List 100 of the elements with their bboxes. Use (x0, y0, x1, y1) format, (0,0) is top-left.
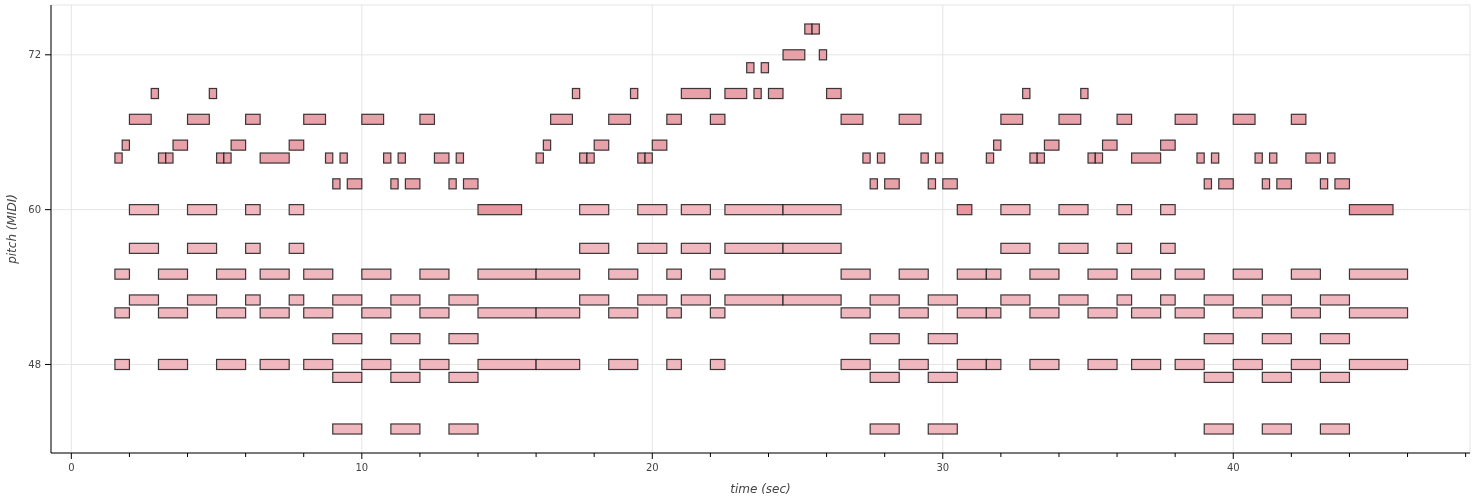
bar (157, 268, 189, 280)
bar (1290, 268, 1321, 280)
bar (128, 242, 160, 254)
bar (448, 333, 479, 345)
bar (1254, 152, 1263, 164)
bar (579, 204, 610, 216)
bar (1203, 423, 1234, 435)
bar (288, 204, 305, 216)
bar (1058, 204, 1089, 216)
bar (1029, 358, 1060, 371)
bar (1261, 423, 1292, 435)
bar (1130, 268, 1162, 280)
bar (1232, 358, 1263, 371)
bar (709, 358, 726, 371)
bar (1196, 152, 1205, 164)
bar (709, 268, 726, 280)
bar (1174, 268, 1205, 280)
bar (608, 268, 639, 280)
bar (448, 371, 479, 384)
bar (259, 268, 290, 280)
bar (1000, 242, 1031, 254)
bar (215, 358, 247, 371)
bar (390, 423, 421, 435)
bar (245, 242, 261, 254)
bar (332, 371, 363, 384)
bar (1000, 204, 1031, 216)
bar (1305, 152, 1321, 164)
bar (927, 423, 958, 435)
bar (1116, 204, 1133, 216)
x-tick-label: 20 (645, 462, 659, 473)
y-tick-label: 48 (28, 358, 41, 370)
bar (1327, 152, 1336, 164)
bar (1348, 204, 1394, 216)
bar (680, 204, 711, 216)
bar (114, 268, 131, 280)
bar (419, 268, 450, 280)
bar (1319, 423, 1351, 435)
bar (608, 358, 639, 371)
bar (898, 268, 929, 280)
x-tick-label: 10 (355, 462, 369, 473)
bar (1290, 358, 1321, 371)
bar (1130, 358, 1162, 371)
bar (303, 358, 334, 371)
bar (579, 242, 610, 254)
bar (1203, 371, 1234, 384)
bar (361, 268, 392, 280)
bar (361, 358, 392, 371)
bar (186, 242, 218, 254)
bar (419, 358, 450, 371)
bar (390, 371, 421, 384)
bar (332, 423, 363, 435)
bar (840, 358, 871, 371)
bar (1348, 358, 1409, 371)
bar (869, 371, 900, 384)
bar (128, 204, 160, 216)
x-tick-label: 30 (936, 462, 950, 473)
y-tick-label: 72 (28, 49, 41, 61)
bar (956, 204, 973, 216)
x-tick-label: 0 (68, 462, 75, 473)
bar (637, 204, 668, 216)
bar (1319, 371, 1351, 384)
bar (869, 423, 900, 435)
x-tick-label: 40 (1226, 462, 1240, 473)
bar (186, 204, 218, 216)
bar (680, 242, 711, 254)
bar (477, 204, 523, 216)
bar (332, 333, 363, 345)
bar (288, 242, 305, 254)
x-axis-title: time (sec) (730, 482, 791, 496)
bar (1087, 268, 1118, 280)
bar (215, 268, 247, 280)
bar (303, 268, 334, 280)
bar (114, 358, 131, 371)
bar (259, 358, 290, 371)
bar (1232, 268, 1263, 280)
bar (1261, 371, 1292, 384)
bar (1348, 268, 1409, 280)
bar (157, 358, 189, 371)
bar (245, 204, 261, 216)
y-axis-title: pitch (MIDI) (5, 194, 19, 265)
bar (1203, 333, 1234, 345)
bar (1319, 333, 1351, 345)
bar (390, 333, 421, 345)
bar (1210, 152, 1220, 164)
bar (840, 268, 871, 280)
bar (637, 242, 668, 254)
bar (1029, 268, 1060, 280)
bar (927, 333, 958, 345)
bar (448, 423, 479, 435)
bar (1160, 204, 1176, 216)
bar (1087, 358, 1118, 371)
bar (1160, 242, 1176, 254)
bar (927, 371, 958, 384)
bar (1116, 242, 1133, 254)
bar (869, 333, 900, 345)
y-tick-label: 60 (28, 204, 41, 216)
bar (1174, 358, 1205, 371)
bar (1268, 152, 1278, 164)
bar (1261, 333, 1292, 345)
bar (898, 358, 929, 371)
